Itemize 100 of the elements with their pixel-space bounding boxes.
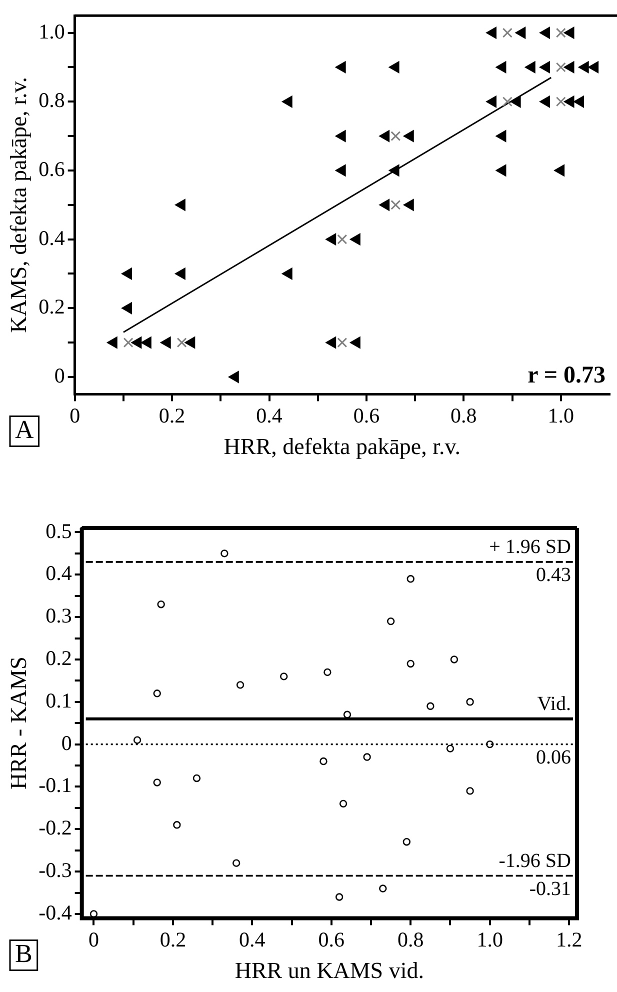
y-tick-label: 0 <box>61 730 72 755</box>
point <box>339 800 348 808</box>
point <box>390 200 401 210</box>
point <box>496 130 506 142</box>
annotation: -0.31 <box>529 878 571 900</box>
y-axis-title: HRR - KAMS <box>6 656 31 790</box>
point <box>160 336 171 348</box>
point <box>486 26 496 39</box>
point <box>379 199 390 211</box>
point <box>220 550 228 558</box>
y-tick-label: 0.4 <box>46 561 72 586</box>
point <box>406 660 414 668</box>
point <box>228 371 239 383</box>
y-tick-label: 1.0 <box>38 19 65 44</box>
point <box>192 774 201 782</box>
annotation: r = 0.73 <box>528 362 606 388</box>
point <box>556 28 566 38</box>
y-tick-label: 0.4 <box>38 226 66 250</box>
point <box>157 600 165 608</box>
point <box>446 744 454 752</box>
x-tick-label: 0.2 <box>158 403 186 428</box>
point <box>426 702 434 710</box>
point <box>282 96 292 108</box>
point <box>175 199 186 211</box>
point <box>336 164 346 176</box>
x-tick-label: 1.2 <box>556 927 582 952</box>
x-tick-label: 1.0 <box>476 927 503 952</box>
point <box>540 61 550 74</box>
point <box>540 26 550 39</box>
x-tick-label: 0.8 <box>398 927 424 952</box>
point <box>540 96 550 108</box>
annotation: 0.06 <box>536 746 571 769</box>
point <box>350 336 360 348</box>
y-tick-label: -0.3 <box>38 858 72 882</box>
point <box>386 617 395 626</box>
ref-line-label: -1.96 SD <box>498 850 571 872</box>
x-tick-label: 0.6 <box>318 927 345 952</box>
point <box>578 61 589 74</box>
point <box>588 61 599 74</box>
point <box>574 96 584 108</box>
annotation: 0.43 <box>536 564 571 586</box>
point <box>153 690 161 698</box>
point <box>554 164 565 176</box>
point <box>406 575 414 583</box>
point <box>496 164 506 176</box>
point <box>363 753 371 761</box>
y-tick-label: 0.8 <box>38 88 65 112</box>
point <box>173 821 181 829</box>
y-tick-label: 0.2 <box>38 294 65 319</box>
y-tick-label: -0.2 <box>38 816 72 840</box>
x-tick-label: 0.8 <box>450 403 477 428</box>
y-tick-label: 0.1 <box>46 688 72 712</box>
ref-line-label: + 1.96 SD <box>489 536 571 558</box>
point <box>133 736 142 744</box>
point <box>450 656 458 664</box>
y-tick-label: -0.4 <box>38 900 72 924</box>
y-tick-label: -0.1 <box>38 773 72 798</box>
point <box>564 96 574 108</box>
point <box>379 884 387 892</box>
point <box>335 893 344 901</box>
point <box>466 698 474 706</box>
point <box>122 268 132 280</box>
point <box>326 336 336 348</box>
point <box>486 96 496 108</box>
y-tick-label: 0 <box>54 364 65 388</box>
point <box>404 199 414 211</box>
point <box>510 96 521 108</box>
point <box>343 710 352 718</box>
x-axis-title: HRR un KAMS vid. <box>234 958 424 984</box>
point <box>280 672 288 680</box>
point <box>175 268 186 280</box>
point <box>336 61 346 74</box>
x-tick-label: 0.4 <box>256 403 283 428</box>
point <box>336 130 346 142</box>
point <box>282 268 292 280</box>
point <box>466 787 474 795</box>
point <box>564 61 574 74</box>
point <box>176 338 187 348</box>
point <box>515 26 526 39</box>
point <box>337 338 348 348</box>
point <box>502 96 512 107</box>
x-tick-label: 1.0 <box>548 403 574 428</box>
point <box>337 234 348 244</box>
y-tick-label: 0.6 <box>38 156 65 181</box>
point <box>388 61 400 74</box>
point <box>525 61 536 74</box>
y-axis-title: KAMS, defekta pakāpe, r.v. <box>6 76 31 333</box>
y-tick-label: 0.5 <box>46 518 72 543</box>
point <box>131 336 142 348</box>
point <box>122 302 132 314</box>
point <box>556 96 566 107</box>
point <box>350 233 360 246</box>
text: B <box>15 939 32 968</box>
y-tick-label: 0.3 <box>46 604 72 628</box>
point <box>404 130 414 142</box>
point <box>324 668 332 676</box>
point <box>153 778 161 786</box>
text: A <box>15 415 34 444</box>
point <box>556 62 566 72</box>
x-tick-label: 0.6 <box>353 403 380 428</box>
